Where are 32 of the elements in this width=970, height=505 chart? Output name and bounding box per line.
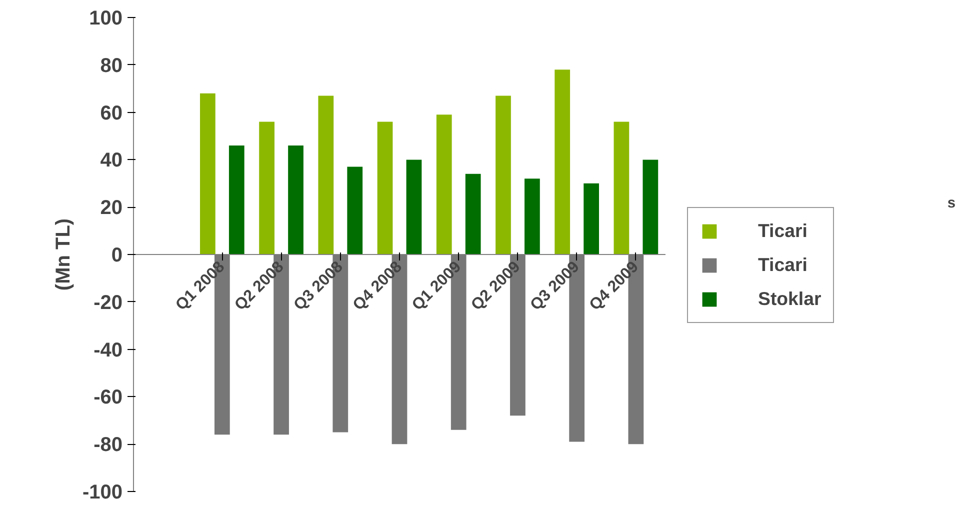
bar: [642, 160, 658, 254]
y-tick-label: -40: [94, 339, 122, 362]
bar: [288, 145, 304, 254]
y-tick-label: 20: [100, 197, 123, 220]
bar: [259, 122, 274, 254]
bar: [406, 160, 422, 254]
legend-label: Ticari: [758, 220, 808, 242]
bar: [496, 96, 511, 254]
bar: [377, 122, 393, 254]
y-tick-label: 100: [89, 8, 123, 30]
bar: [200, 93, 216, 254]
bar: [584, 183, 599, 254]
bar: [524, 178, 540, 254]
legend-label: Stoklar: [758, 288, 822, 310]
y-axis-title: (Mn TL): [52, 218, 74, 291]
y-tick-label: 0: [111, 244, 122, 266]
y-tick-label: 60: [100, 102, 123, 124]
y-tick-label: -60: [94, 386, 122, 409]
bar: [554, 70, 570, 254]
y-tick-label: -80: [94, 434, 122, 456]
y-tick-label: 40: [100, 150, 123, 172]
bar: [318, 96, 334, 254]
y-tick-label: -20: [94, 292, 122, 314]
bar: [347, 166, 363, 254]
bar: [228, 145, 244, 254]
y-tick-label: 80: [100, 54, 123, 77]
text: s: [947, 196, 956, 212]
bar: [614, 122, 630, 254]
legend-label: Ticari: [758, 254, 808, 276]
y-tick-label: -100: [82, 482, 122, 504]
bar: [465, 174, 481, 254]
bar: [436, 114, 452, 254]
